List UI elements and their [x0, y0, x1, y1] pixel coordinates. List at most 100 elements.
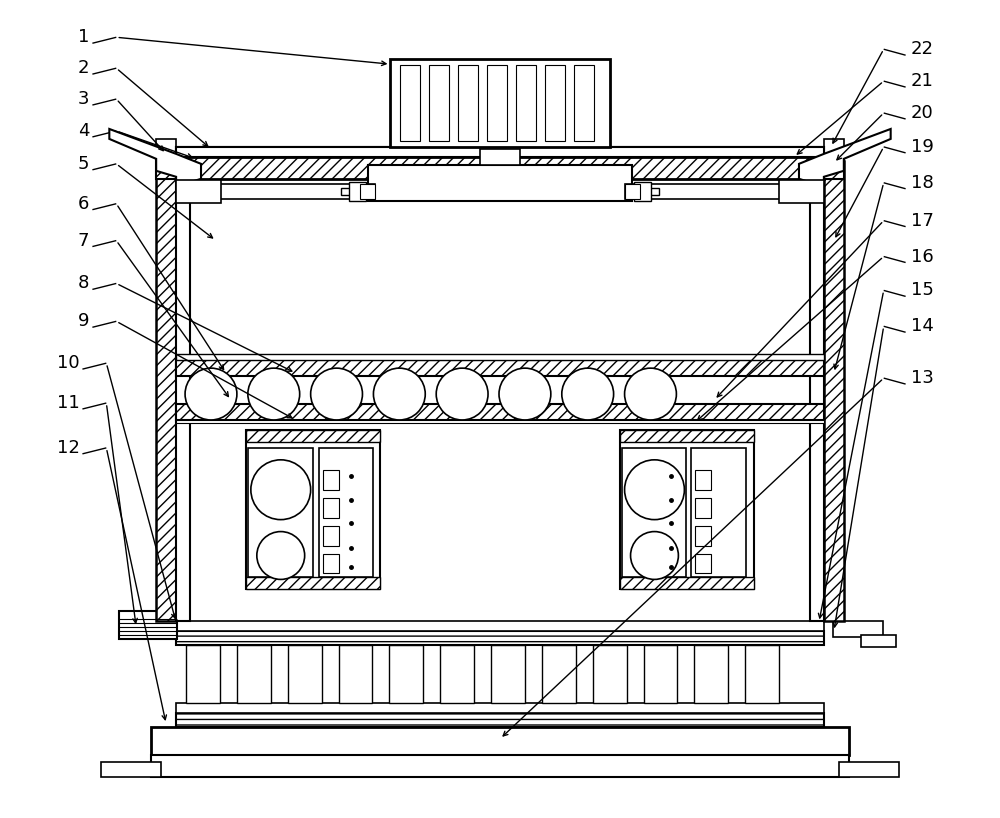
- Polygon shape: [799, 129, 891, 187]
- Text: 17: 17: [911, 212, 933, 230]
- Bar: [176, 631, 824, 645]
- Bar: [323, 470, 339, 490]
- Text: 21: 21: [911, 72, 933, 90]
- Text: 5: 5: [78, 155, 89, 173]
- Bar: [839, 762, 899, 777]
- Bar: [151, 727, 849, 755]
- Bar: [176, 147, 824, 157]
- Text: 7: 7: [78, 231, 89, 249]
- Bar: [246, 430, 380, 442]
- Circle shape: [625, 368, 676, 420]
- Text: 19: 19: [911, 138, 933, 156]
- Bar: [341, 188, 370, 195]
- Bar: [176, 713, 824, 727]
- Bar: [176, 180, 221, 203]
- Bar: [695, 497, 711, 518]
- Bar: [248, 448, 313, 578]
- Bar: [176, 157, 824, 179]
- Bar: [156, 157, 176, 179]
- Bar: [622, 448, 686, 578]
- Text: 16: 16: [911, 248, 933, 266]
- Bar: [288, 645, 322, 703]
- Text: 20: 20: [911, 104, 933, 122]
- Bar: [101, 762, 161, 777]
- Bar: [620, 578, 754, 590]
- Bar: [630, 188, 659, 195]
- Circle shape: [625, 460, 684, 519]
- Bar: [360, 184, 375, 199]
- Circle shape: [248, 368, 300, 420]
- Bar: [246, 578, 380, 590]
- Circle shape: [499, 368, 551, 420]
- Circle shape: [631, 532, 678, 579]
- Bar: [176, 161, 190, 622]
- Text: 8: 8: [78, 274, 89, 292]
- Bar: [390, 59, 610, 147]
- Bar: [176, 420, 824, 423]
- Bar: [516, 65, 536, 141]
- Bar: [480, 149, 520, 165]
- Bar: [861, 636, 896, 647]
- Bar: [186, 645, 220, 703]
- Text: 13: 13: [911, 369, 933, 387]
- Bar: [323, 554, 339, 573]
- Bar: [824, 139, 844, 157]
- Text: 18: 18: [911, 173, 933, 191]
- Circle shape: [436, 368, 488, 420]
- Bar: [833, 622, 883, 637]
- Bar: [429, 65, 449, 141]
- Bar: [176, 622, 824, 631]
- Bar: [400, 65, 420, 141]
- Bar: [458, 65, 478, 141]
- Bar: [695, 554, 711, 573]
- Bar: [176, 360, 824, 376]
- Bar: [620, 430, 754, 590]
- Bar: [151, 755, 849, 777]
- Bar: [323, 526, 339, 546]
- Circle shape: [257, 532, 305, 579]
- Bar: [694, 645, 728, 703]
- Bar: [487, 65, 507, 141]
- Bar: [545, 65, 565, 141]
- Text: 1: 1: [78, 29, 89, 47]
- Text: 11: 11: [57, 394, 79, 412]
- Bar: [176, 147, 824, 157]
- Text: 9: 9: [78, 312, 89, 330]
- Bar: [176, 354, 824, 360]
- Bar: [644, 645, 677, 703]
- Bar: [119, 611, 177, 639]
- Bar: [491, 645, 525, 703]
- Bar: [634, 182, 651, 200]
- Text: 3: 3: [78, 90, 89, 108]
- Bar: [779, 180, 824, 203]
- Bar: [319, 448, 373, 578]
- Bar: [201, 184, 375, 199]
- Bar: [156, 161, 176, 622]
- Bar: [810, 161, 824, 622]
- Bar: [339, 645, 372, 703]
- Bar: [824, 157, 844, 179]
- Bar: [574, 65, 594, 141]
- Bar: [440, 645, 474, 703]
- Text: 4: 4: [78, 122, 89, 140]
- Text: 22: 22: [911, 40, 934, 58]
- Circle shape: [373, 368, 425, 420]
- Bar: [246, 430, 380, 590]
- Bar: [695, 470, 711, 490]
- Text: 10: 10: [57, 354, 79, 372]
- Bar: [237, 645, 271, 703]
- Bar: [625, 184, 799, 199]
- Bar: [323, 497, 339, 518]
- Circle shape: [185, 368, 237, 420]
- Bar: [691, 448, 746, 578]
- Bar: [824, 161, 844, 622]
- Bar: [156, 139, 176, 157]
- Bar: [695, 526, 711, 546]
- Circle shape: [251, 460, 311, 519]
- Bar: [745, 645, 779, 703]
- Bar: [593, 645, 627, 703]
- Circle shape: [311, 368, 362, 420]
- Text: 14: 14: [911, 317, 933, 335]
- Bar: [625, 184, 640, 199]
- Bar: [368, 165, 632, 200]
